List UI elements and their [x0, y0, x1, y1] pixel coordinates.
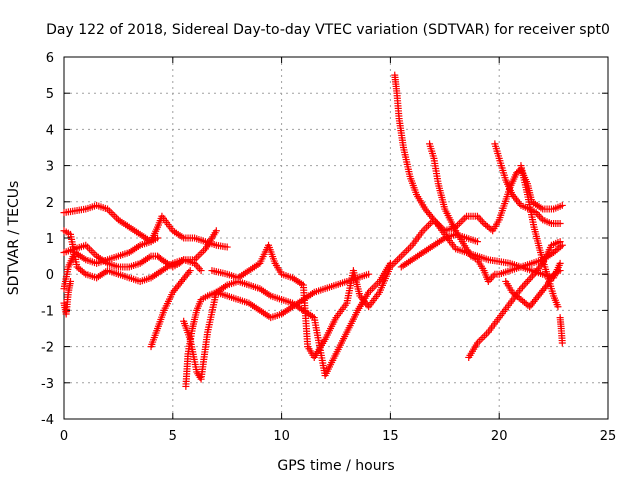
series-track-g	[182, 270, 373, 390]
data-point	[478, 218, 486, 226]
data-point	[520, 281, 528, 289]
data-point	[556, 238, 564, 246]
data-point	[556, 267, 564, 275]
data-point	[67, 277, 75, 285]
data-point	[475, 337, 483, 345]
y-tick-label: 6	[46, 51, 54, 66]
data-point	[558, 241, 566, 249]
data-point	[395, 254, 403, 262]
data-point	[87, 247, 95, 255]
data-point	[424, 221, 432, 229]
data-point	[195, 265, 203, 273]
x-tick-label: 5	[169, 429, 177, 444]
chart-title: Day 122 of 2018, Sidereal Day-to-day VTE…	[46, 22, 610, 38]
series-track-l	[491, 140, 564, 228]
series-track-c	[60, 234, 162, 293]
y-tick-label: 1	[46, 232, 54, 247]
data-point	[365, 270, 373, 278]
data-point	[421, 225, 429, 233]
data-point	[370, 283, 378, 291]
data-point	[401, 248, 409, 256]
data-point	[198, 248, 206, 256]
data-point	[483, 330, 491, 338]
data-point	[528, 272, 536, 280]
y-tick-label: 0	[46, 268, 54, 283]
series-track-q	[397, 230, 481, 271]
data-point	[197, 267, 205, 275]
data-point	[423, 223, 431, 231]
axis-ticks: 0 5 10 15 20 25 -4 -3 -2 -1 0 1 2 3 4 5 6	[41, 51, 616, 444]
series-track-b	[60, 227, 220, 271]
data-point	[461, 214, 469, 222]
data-point	[212, 227, 220, 235]
data-point	[194, 263, 202, 271]
data-point	[154, 234, 162, 242]
x-tick-label: 15	[382, 429, 399, 444]
data-point	[481, 332, 489, 340]
data-point	[556, 259, 564, 267]
y-axis-label: SDTVAR / TECUs	[6, 181, 22, 296]
x-tick-label: 25	[600, 429, 617, 444]
data-point	[405, 245, 413, 253]
data-point	[368, 285, 376, 293]
x-tick-label: 10	[273, 429, 290, 444]
data-point	[527, 274, 535, 282]
data-point	[459, 216, 467, 224]
data-point	[489, 272, 497, 280]
data-point	[479, 334, 487, 342]
series-track-o	[517, 162, 562, 311]
series-track-p	[556, 314, 566, 347]
data-point	[89, 248, 97, 256]
data-point	[84, 243, 92, 251]
data-point	[558, 339, 566, 347]
plot-frame	[63, 56, 609, 420]
series-track-f	[147, 267, 194, 351]
y-tick-label: -4	[41, 413, 54, 428]
data-point	[186, 267, 194, 275]
data-point	[556, 220, 564, 228]
x-axis-label: GPS time / hours	[277, 458, 394, 474]
data-marks	[60, 71, 566, 390]
data-point	[522, 279, 530, 287]
y-tick-label: 5	[46, 87, 54, 102]
y-tick-label: 3	[46, 160, 54, 175]
data-point	[519, 283, 527, 291]
series-track-n	[502, 267, 564, 311]
x-tick-label: 20	[491, 429, 508, 444]
data-point	[525, 276, 533, 284]
data-point	[223, 243, 231, 251]
y-tick-label: 2	[46, 196, 54, 211]
series-track-j	[391, 71, 566, 235]
data-point	[397, 252, 405, 260]
data-point	[554, 303, 562, 311]
data-point	[394, 256, 402, 264]
data-point	[558, 201, 566, 209]
data-point	[403, 247, 411, 255]
data-point	[109, 210, 117, 218]
data-point	[473, 238, 481, 246]
data-point	[477, 335, 485, 343]
data-point	[477, 216, 485, 224]
y-tick-label: 4	[46, 123, 54, 138]
data-point	[535, 212, 543, 220]
data-point	[107, 209, 115, 217]
data-point	[406, 243, 414, 251]
series-track-e	[60, 277, 75, 318]
y-tick-label: -1	[41, 304, 54, 319]
data-point	[196, 250, 204, 258]
x-tick-label: 0	[60, 429, 68, 444]
data-point	[111, 212, 119, 220]
data-point	[392, 258, 400, 266]
data-point	[457, 218, 465, 226]
series-track-d	[60, 227, 205, 285]
data-point	[194, 252, 202, 260]
y-tick-label: -3	[41, 377, 54, 392]
data-point	[475, 214, 483, 222]
data-point	[399, 250, 407, 258]
y-tick-label: -2	[41, 341, 54, 356]
data-point	[523, 277, 531, 285]
series-track-i	[208, 216, 564, 361]
data-point	[192, 254, 200, 262]
